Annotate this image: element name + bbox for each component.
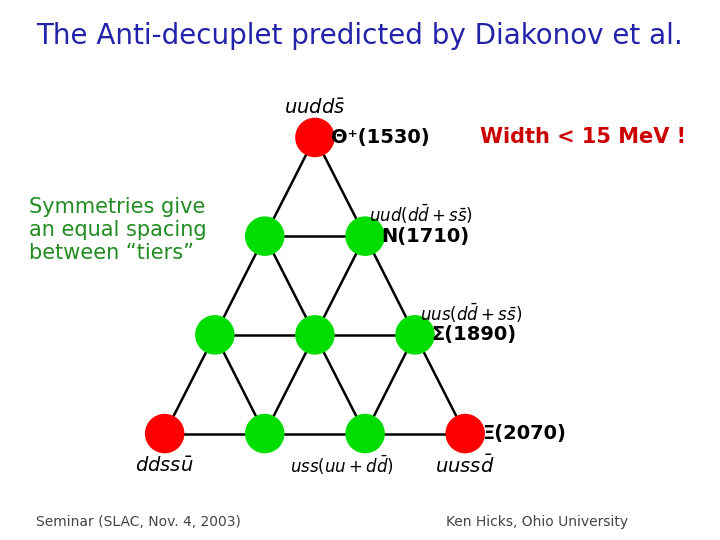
Text: Ξ(2070): Ξ(2070): [482, 424, 566, 443]
Point: [359, 232, 371, 240]
Text: $uss(uu+d\bar{d})$: $uss(uu+d\bar{d})$: [290, 454, 394, 477]
Point: [409, 330, 420, 339]
Point: [359, 429, 371, 438]
Text: $uud(d\bar{d}+s\bar{s})$: $uud(d\bar{d}+s\bar{s})$: [369, 202, 473, 226]
Text: Σ(1890): Σ(1890): [431, 326, 517, 345]
Text: Θ⁺(1530): Θ⁺(1530): [331, 128, 430, 147]
Point: [159, 429, 171, 438]
Point: [209, 330, 220, 339]
Text: The Anti-decuplet predicted by Diakonov et al.: The Anti-decuplet predicted by Diakonov …: [37, 22, 683, 50]
Text: N(1710): N(1710): [382, 227, 469, 246]
Point: [259, 232, 271, 240]
Point: [309, 330, 320, 339]
Text: Symmetries give
an equal spacing
between “tiers”: Symmetries give an equal spacing between…: [30, 197, 207, 263]
Point: [309, 133, 320, 142]
Text: Width < 15 MeV !: Width < 15 MeV !: [480, 127, 686, 147]
Text: Seminar (SLAC, Nov. 4, 2003): Seminar (SLAC, Nov. 4, 2003): [36, 515, 241, 529]
Text: ddss$\bar{u}$: ddss$\bar{u}$: [135, 456, 194, 475]
Text: $uus(d\bar{d}+s\bar{s})$: $uus(d\bar{d}+s\bar{s})$: [420, 301, 522, 325]
Point: [259, 429, 271, 438]
Point: [459, 429, 471, 438]
Text: Ken Hicks, Ohio University: Ken Hicks, Ohio University: [446, 515, 629, 529]
Text: uudd$\bar{s}$: uudd$\bar{s}$: [284, 98, 346, 117]
Text: uuss$\bar{d}$: uuss$\bar{d}$: [436, 454, 495, 477]
